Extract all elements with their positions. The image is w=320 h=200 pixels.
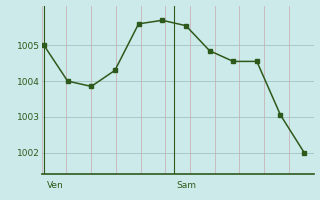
- Text: Sam: Sam: [177, 181, 197, 190]
- Text: Ven: Ven: [47, 181, 63, 190]
